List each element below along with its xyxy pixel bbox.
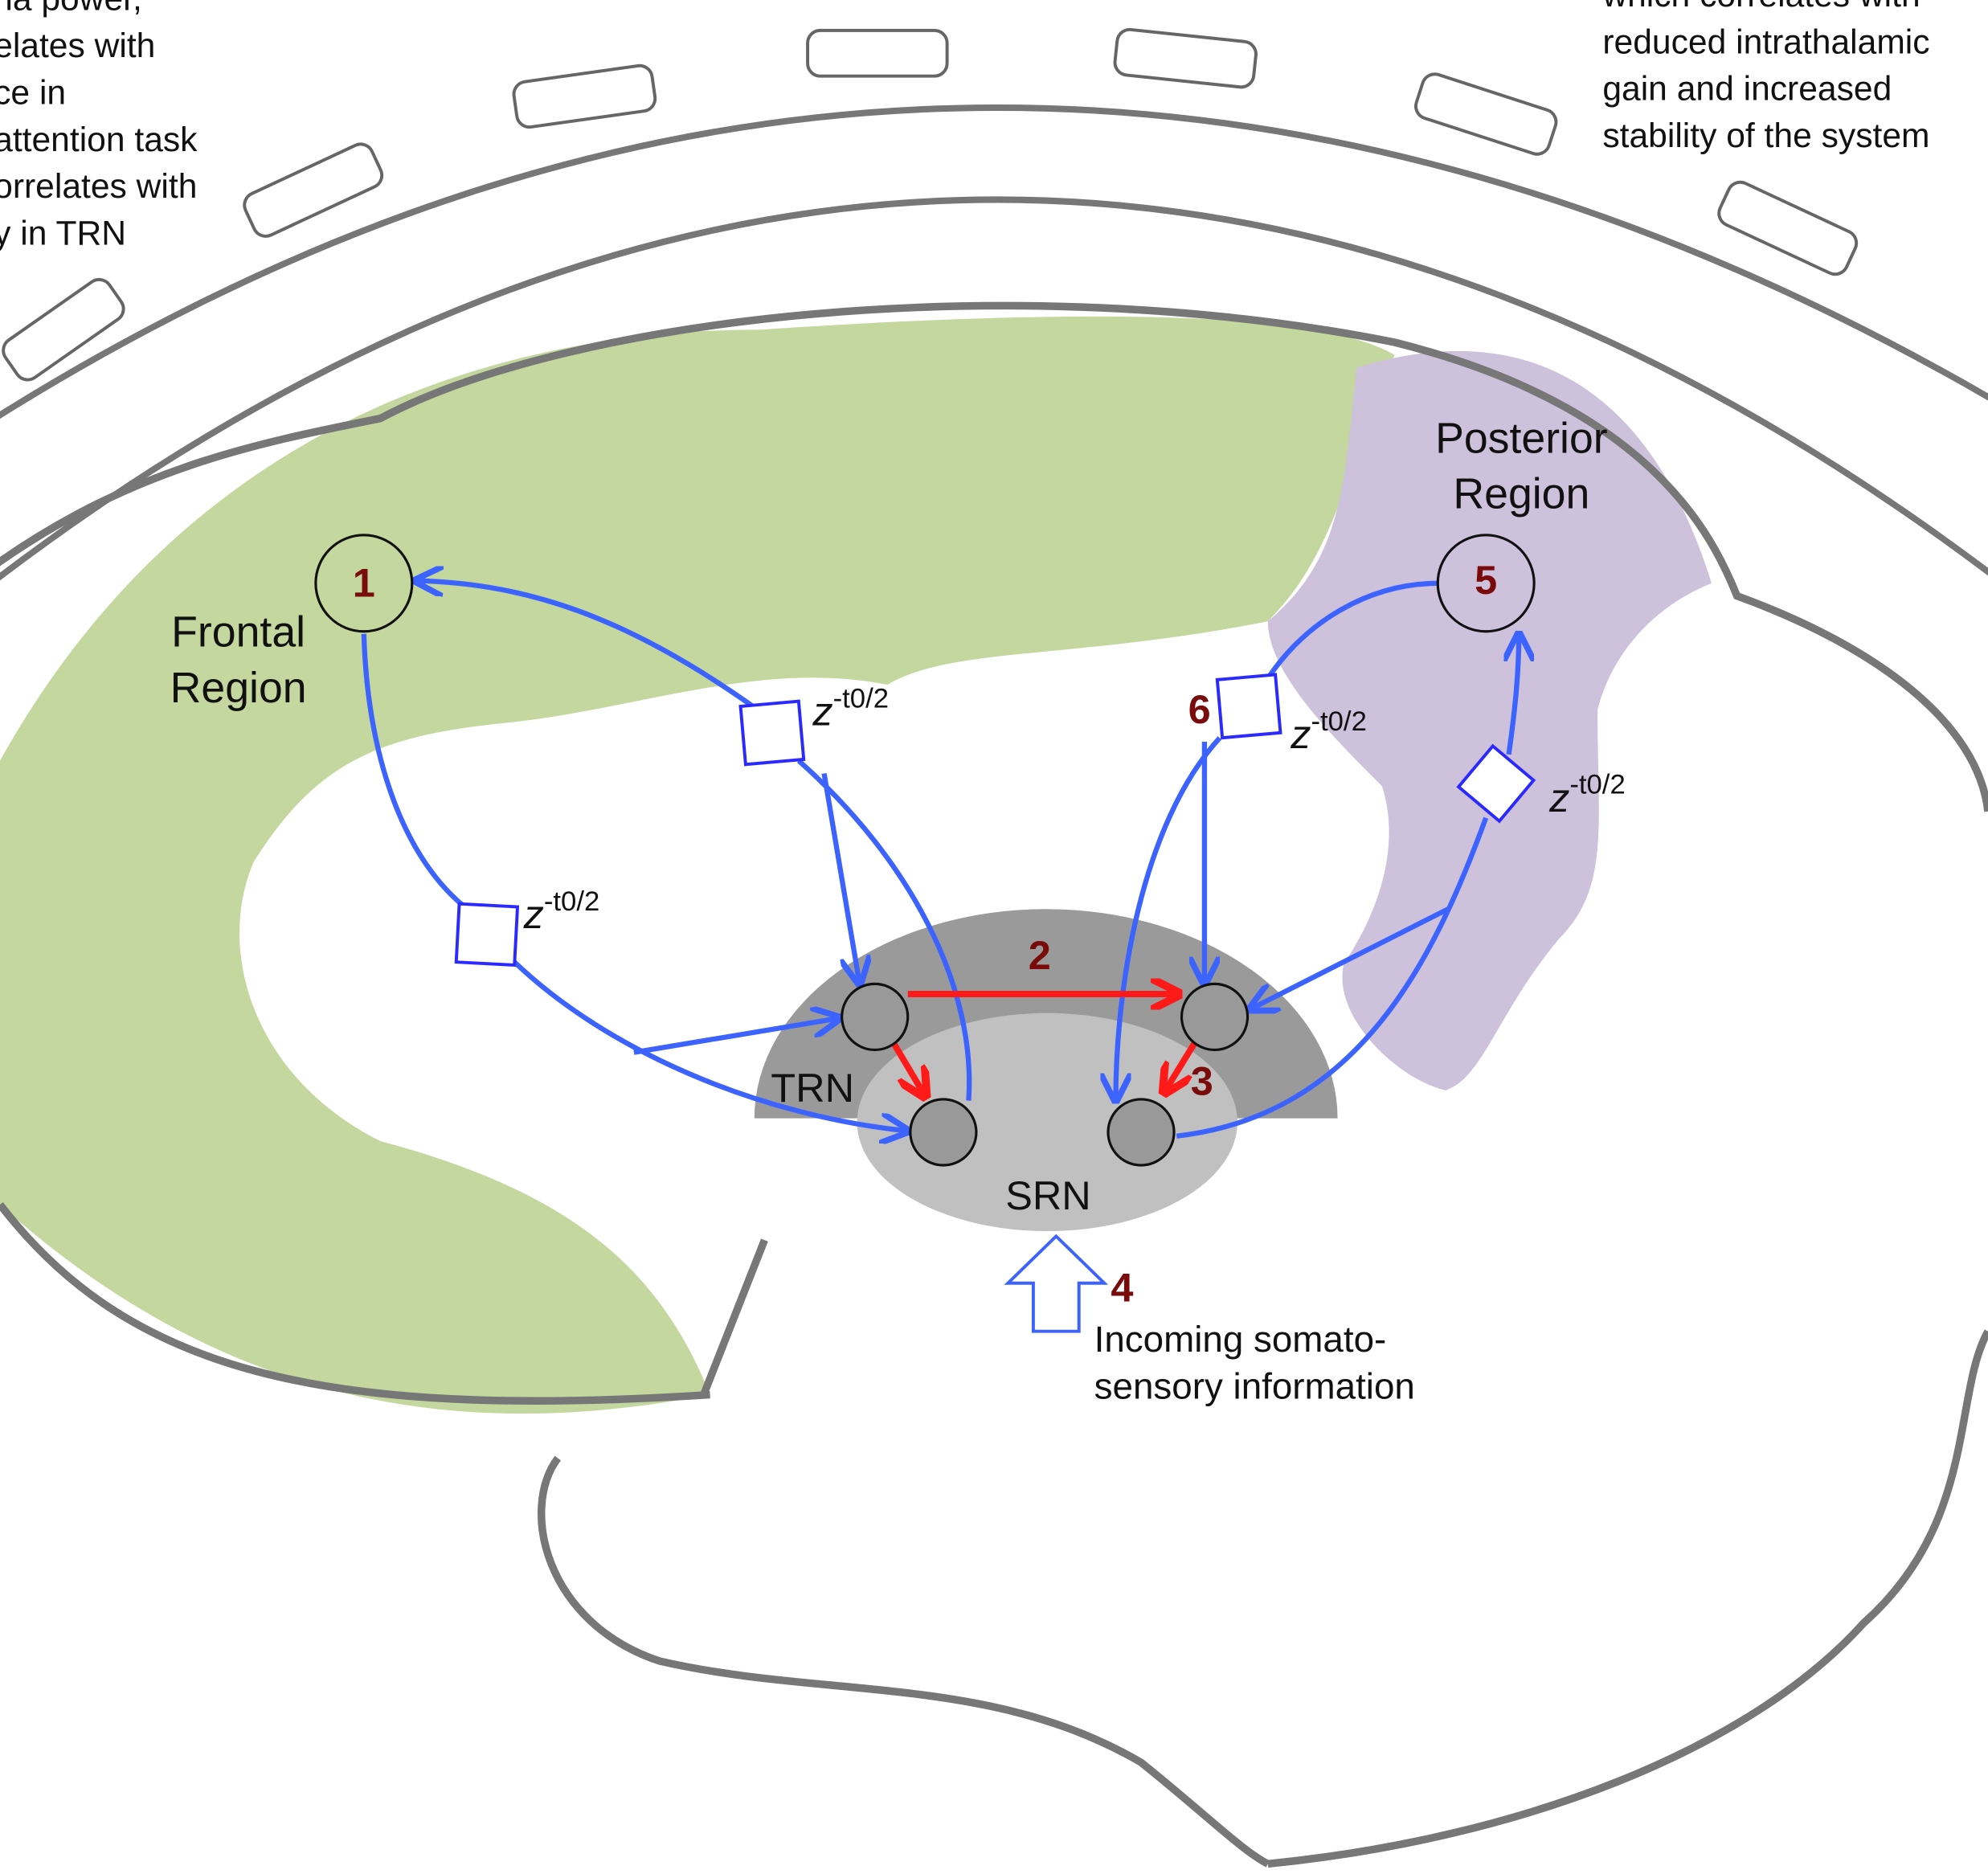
marker: 6 [1188,686,1211,732]
note-line: na power, [0,0,142,18]
left-note: na power, elates with ce in attention ta… [0,0,198,253]
note-line: reduced intrathalamic [1602,23,1929,61]
marker: 5 [1475,557,1497,603]
posterior-region [1267,350,1712,1090]
delay-label: z-t0/2 [1290,706,1367,757]
delay-base: z [812,689,832,734]
region-label: Region [1453,470,1589,518]
region-label: Region [170,664,307,712]
note-line: stability of the system [1602,117,1929,155]
srn-area [857,1013,1237,1232]
neurons [841,982,1250,1167]
note-line: which correlates with [1601,0,1920,14]
nucleus-label: SRN [1005,1172,1091,1218]
note-line: orrelates with [0,167,197,206]
input-label: sensory information [1094,1365,1415,1406]
connections [361,581,1519,1136]
marker: 2 [1029,932,1051,978]
delay-label: z-t0/2 [1548,770,1626,820]
marker: 1 [353,559,375,605]
region-label: Frontal [171,608,305,657]
delay-exponent: -t0/2 [833,683,889,714]
delay-exponent: -t0/2 [1569,770,1625,800]
marker: 3 [1191,1058,1213,1103]
note-line: y in TRN [0,215,126,253]
delay-label: z-t0/2 [523,886,600,937]
note-line: ce in [0,73,66,112]
delay-base: z [1548,775,1569,820]
note-line: elates with [0,27,155,65]
marker: 4 [1111,1265,1133,1311]
delay-base: z [523,891,544,937]
skull [0,104,1988,581]
nucleus-label: TRN [771,1065,854,1111]
delay-base: z [1290,711,1311,757]
delay-exponent: -t0/2 [1311,706,1366,737]
input-arrow [1004,1234,1109,1333]
delay-units [454,673,1536,968]
input-label: Incoming somato- [1094,1319,1387,1360]
frontal-region [0,316,1395,1414]
delay-exponent: -t0/2 [544,886,599,917]
brain-outline [0,301,1988,1868]
right-note: which correlates with reduced intrathala… [1601,0,1929,155]
note-line: gain and increased [1602,70,1892,108]
region-label: Posterior [1435,414,1608,462]
note-line: attention task [0,121,198,159]
region-nodes [314,534,1536,633]
delay-label: z-t0/2 [812,683,889,734]
electrodes [2,27,1859,382]
